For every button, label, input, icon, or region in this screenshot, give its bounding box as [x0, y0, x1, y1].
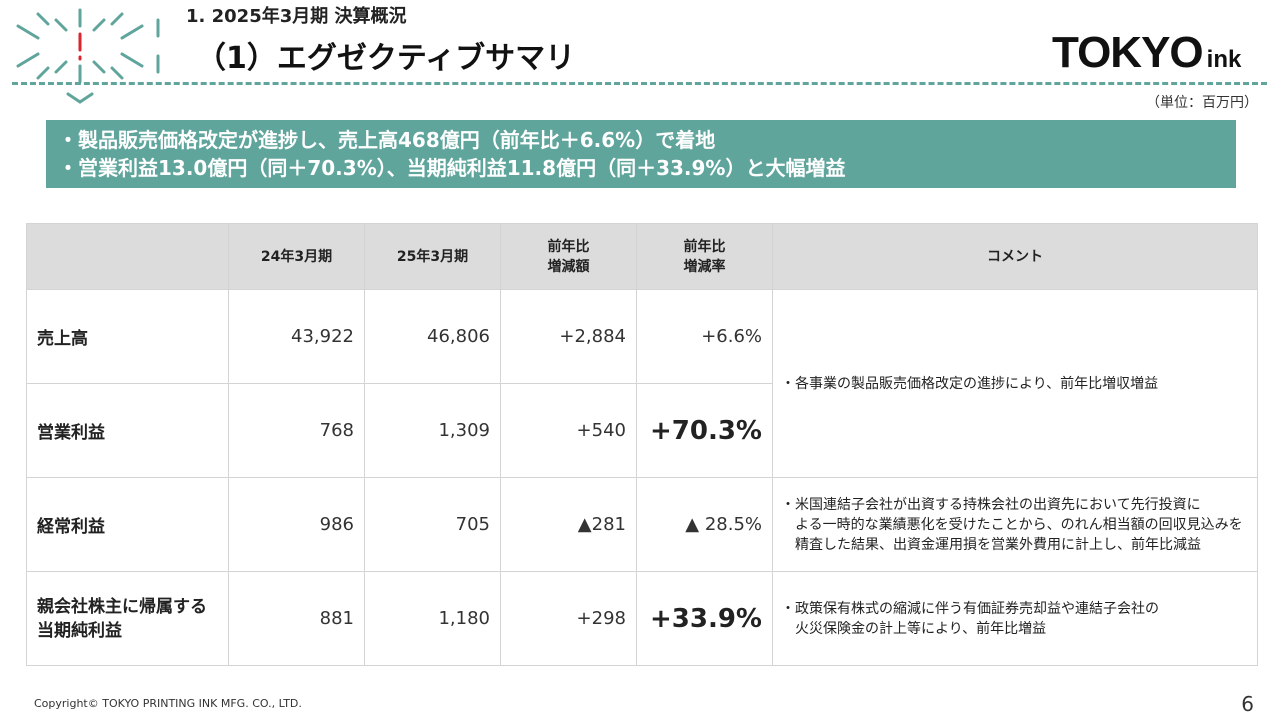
summary-line-2: ・営業利益13.0億円（同＋70.3%）、当期純利益11.8億円（同＋33.9%…	[58, 156, 846, 180]
value-curr: 1,180	[364, 571, 501, 666]
company-logo: TOKYO ink	[1052, 28, 1241, 78]
comment-text: ・政策保有株式の縮減に伴う有価証券売却益や連結子会社の 火災保険金の計上等により…	[781, 600, 1159, 637]
comment-cell: ・各事業の製品販売価格改定の進捗により、前年比増収増益	[772, 289, 1258, 478]
value-diff: +298	[500, 571, 637, 666]
copyright-text: Copyright© TOKYO PRINTING INK MFG. CO., …	[34, 697, 302, 710]
value-curr: 1,309	[364, 383, 501, 478]
comment-cell: ・米国連結子会社が出資する持株会社の出資先において先行投資に よる一時的な業績悪…	[772, 477, 1258, 572]
table-header-row: 24年3月期 25年3月期 前年比 増減額 前年比 増減率 コメント	[26, 223, 1258, 290]
value-prev: 881	[228, 571, 365, 666]
summary-banner: ・製品販売価格改定が進捗し、売上高468億円（前年比＋6.6%）で着地 ・営業利…	[46, 120, 1236, 188]
header-cell-fy2025: 25年3月期	[364, 223, 501, 290]
value-diff: +2,884	[500, 289, 637, 384]
value-rate: ▲ 28.5%	[636, 477, 773, 572]
page-number: 6	[1241, 692, 1254, 716]
header-cell-comment: コメント	[772, 223, 1258, 290]
decorative-snowflake-pattern	[16, 8, 160, 104]
header-cell-fy2024: 24年3月期	[228, 223, 365, 290]
summary-line-1: ・製品販売価格改定が進捗し、売上高468億円（前年比＋6.6%）で着地	[58, 128, 716, 152]
value-prev: 768	[228, 383, 365, 478]
table-row: 売上高 43,922 46,806 +2,884 +6.6% ・各事業の製品販売…	[26, 289, 1258, 478]
logo-main-text: TOKYO	[1052, 28, 1204, 77]
unit-note: （単位：百万円）	[1146, 95, 1258, 111]
table-row: 親会社株主に帰属する 当期純利益 881 1,180 +298 +33.9% ・…	[26, 571, 1258, 666]
comment-cell: ・政策保有株式の縮減に伴う有価証券売却益や連結子会社の 火災保険金の計上等により…	[772, 571, 1258, 666]
value-prev: 986	[228, 477, 365, 572]
header-dashed-line	[12, 82, 1267, 85]
value-curr: 46,806	[364, 289, 501, 384]
comment-text: ・米国連結子会社が出資する持株会社の出資先において先行投資に よる一時的な業績悪…	[781, 496, 1243, 553]
header-cell-diff: 前年比 増減額	[500, 223, 637, 290]
header-cell-blank	[26, 223, 229, 290]
value-diff: +540	[500, 383, 637, 478]
row-label: 親会社株主に帰属する 当期純利益	[26, 571, 229, 666]
value-curr: 705	[364, 477, 501, 572]
value-prev: 43,922	[228, 289, 365, 384]
header-cell-rate: 前年比 増減率	[636, 223, 773, 290]
row-label: 売上高	[26, 289, 229, 384]
row-label: 営業利益	[26, 383, 229, 478]
row-label: 経常利益	[26, 477, 229, 572]
comment-text: ・各事業の製品販売価格改定の進捗により、前年比増収増益	[781, 375, 1159, 392]
section-heading: 1. 2025年3月期 決算概況	[186, 6, 407, 27]
value-rate: +6.6%	[636, 289, 773, 384]
table-row: 営業利益 768 1,309 +540 +70.3%	[26, 383, 1258, 478]
page-title: （1）エグゼクティブサマリ	[196, 41, 576, 76]
value-rate-highlight: +33.9%	[636, 571, 773, 666]
value-diff: ▲281	[500, 477, 637, 572]
results-table: 24年3月期 25年3月期 前年比 増減額 前年比 増減率 コメント 売上高 4…	[26, 223, 1258, 666]
value-rate-highlight: +70.3%	[636, 383, 773, 478]
table-row: 経常利益 986 705 ▲281 ▲ 28.5% ・米国連結子会社が出資する持…	[26, 477, 1258, 572]
logo-sub-text: ink	[1206, 46, 1242, 73]
